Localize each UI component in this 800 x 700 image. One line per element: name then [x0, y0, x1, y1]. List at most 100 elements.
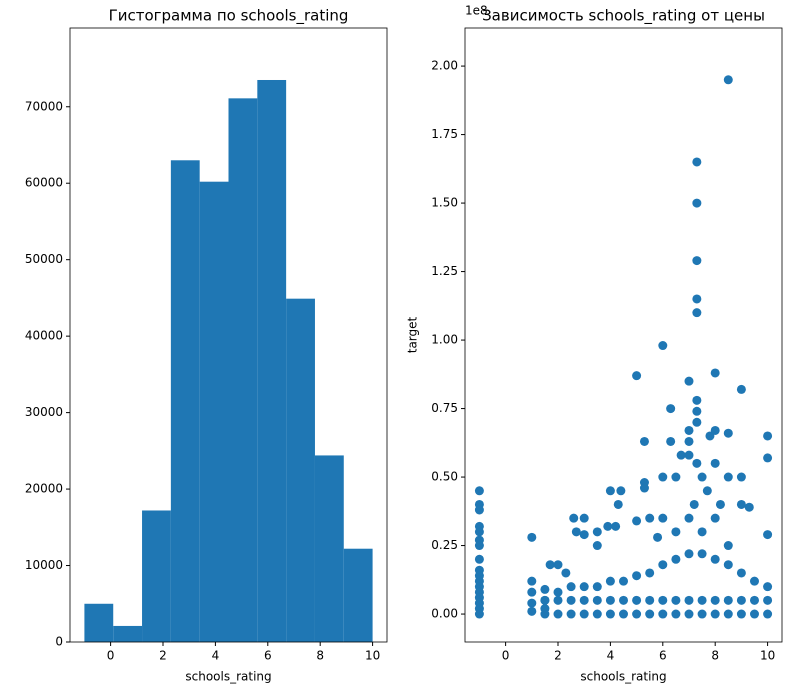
scatter-point [527, 532, 537, 542]
y-tick-label: 1.75 [431, 127, 458, 141]
y-offset-label: 1e8 [465, 4, 488, 18]
scatter-point [710, 595, 720, 605]
scatter-point [684, 376, 694, 386]
scatter-point [566, 609, 576, 619]
scatter-point [723, 609, 733, 619]
y-tick-label: 1.25 [431, 264, 458, 278]
x-axis-label: schools_rating [580, 670, 666, 684]
y-tick-label: 1.50 [431, 196, 458, 210]
scatter-point [592, 527, 602, 537]
scatter-point [639, 436, 649, 446]
scatter-point [611, 521, 621, 531]
scatter-point [692, 198, 702, 208]
scatter-point [566, 582, 576, 592]
scatter-point [763, 595, 773, 605]
y-axis-label: target [406, 316, 420, 353]
scatter-point [697, 472, 707, 482]
scatter-point [569, 513, 579, 523]
scatter-point [579, 609, 589, 619]
scatter-point [571, 527, 581, 537]
scatter-point [619, 609, 628, 619]
scatter-point [692, 417, 702, 427]
scatter-point [692, 458, 702, 468]
histogram-bar [113, 625, 143, 642]
histogram-bar [286, 298, 315, 642]
histogram-bar [257, 79, 287, 643]
x-tick-label: 2 [554, 649, 562, 663]
scatter-point [553, 587, 563, 597]
scatter-point [666, 436, 676, 446]
scatter-point [671, 554, 681, 564]
scatter-point [579, 582, 589, 592]
scatter-point [692, 294, 702, 304]
scatter-point [545, 560, 555, 570]
scatter-point [619, 576, 628, 586]
scatter-point [689, 499, 699, 509]
scatter-point [702, 486, 712, 496]
histogram-bar [314, 455, 344, 642]
x-tick-label: 0 [502, 649, 510, 663]
scatter-point [553, 560, 563, 570]
scatter-point [666, 404, 676, 414]
x-axis-label: schools_rating [185, 670, 271, 684]
scatter-point [605, 576, 615, 586]
x-tick-label: 10 [365, 649, 380, 663]
scatter-point [579, 530, 589, 540]
scatter-point [684, 595, 694, 605]
x-tick-label: 8 [316, 649, 324, 663]
scatter-point [603, 521, 613, 531]
scatter-point [736, 595, 746, 605]
scatter-point [645, 595, 655, 605]
scatter-point [605, 486, 615, 496]
histogram-bar [170, 160, 200, 643]
scatter-point [592, 541, 602, 551]
scatter-point [692, 406, 702, 416]
scatter-point [710, 609, 720, 619]
scatter-point [658, 560, 668, 570]
scatter-point [723, 75, 733, 85]
axes-frame [69, 27, 388, 643]
y-tick-label: 0.00 [431, 607, 458, 621]
histogram-bar [228, 98, 258, 643]
scatter-point [692, 256, 702, 266]
scatter-point [697, 609, 707, 619]
scatter-point [710, 554, 720, 564]
scatter-point [579, 513, 589, 523]
scatter-point [671, 595, 681, 605]
scatter-point [723, 472, 733, 482]
scatter-point [527, 598, 537, 608]
scatter-point [632, 371, 642, 381]
scatter-point [749, 609, 759, 619]
scatter-point [553, 609, 563, 619]
scatter-point [632, 595, 642, 605]
scatter-point [671, 527, 681, 537]
scatter-point [763, 530, 773, 540]
scatter-point [579, 595, 589, 605]
scatter-point [676, 450, 686, 460]
scatter-point [697, 549, 707, 559]
scatter-point [527, 587, 537, 597]
y-tick-label: 60000 [25, 176, 63, 190]
scatter-point [692, 308, 702, 318]
y-tick-label: 0.25 [431, 538, 458, 552]
scatter-point [632, 571, 642, 581]
chart-title: Гистограмма по schools_rating [109, 7, 349, 26]
scatter-point [561, 568, 571, 578]
histogram-bar [142, 510, 171, 642]
y-tick-label: 20000 [25, 482, 63, 496]
scatter-point [658, 341, 668, 351]
scatter-point [692, 395, 702, 405]
x-tick-label: 4 [607, 649, 615, 663]
scatter-point [710, 368, 720, 378]
y-tick-label: 0 [55, 635, 63, 649]
y-tick-label: 10000 [25, 558, 63, 572]
y-tick-label: 50000 [25, 252, 63, 266]
scatter-point [632, 516, 642, 526]
scatter-point [474, 554, 484, 564]
y-tick-label: 1.00 [431, 333, 458, 347]
scatter-point [684, 513, 694, 523]
scatter-point [566, 595, 576, 605]
y-tick-label: 0.75 [431, 401, 458, 415]
scatter-point [474, 505, 484, 515]
scatter-point [639, 483, 649, 493]
